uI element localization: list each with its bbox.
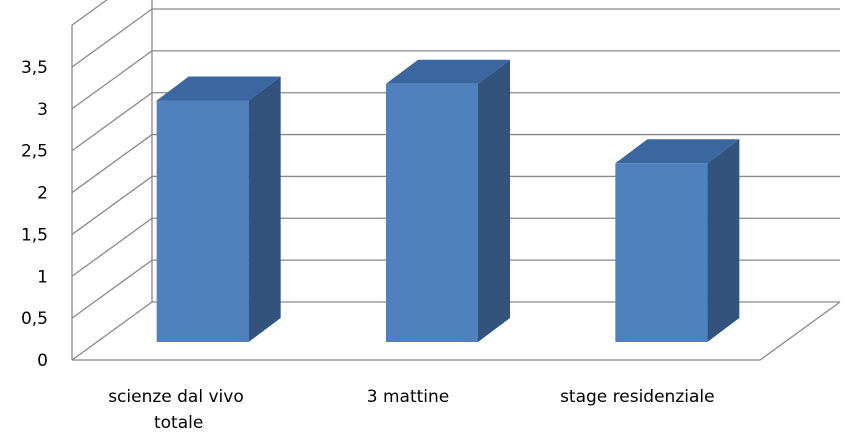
gridline xyxy=(71,0,108,26)
y-tick-label: 1 xyxy=(37,267,48,287)
bar xyxy=(156,76,281,342)
gridline xyxy=(71,8,840,68)
x-category-label-line: stage residenziale xyxy=(560,387,715,407)
bar xyxy=(386,59,510,342)
x-category-label: stage residenziale xyxy=(560,387,715,407)
x-category-label-line: totale xyxy=(154,413,203,433)
bar-front xyxy=(156,100,249,342)
y-tick-label: 2 xyxy=(37,184,48,204)
y-tick-label: 3,5 xyxy=(21,58,48,78)
chart-walls xyxy=(71,0,841,361)
y-tick-label: 2,5 xyxy=(21,142,48,162)
floor-edge xyxy=(72,301,841,361)
bar-front xyxy=(615,163,708,342)
bar-top xyxy=(156,76,281,101)
x-axis: scienze dal vivo totale 3 mattine stage … xyxy=(108,387,714,433)
x-category-label: 3 mattine xyxy=(367,387,450,407)
bar-top xyxy=(386,59,510,84)
bar xyxy=(615,139,740,342)
bars xyxy=(156,59,740,342)
bar-front xyxy=(386,83,478,342)
y-axis: 0 0,5 1 1,5 2 2,5 3 3,5 xyxy=(21,58,48,371)
x-category-label-line: 3 mattine xyxy=(367,387,450,407)
x-category-label: scienze dal vivo totale xyxy=(108,387,249,433)
y-tick-label: 3 xyxy=(37,100,48,120)
bar-side xyxy=(248,76,281,342)
y-tick-label: 0 xyxy=(37,351,48,371)
x-category-label-line: scienze dal vivo xyxy=(108,387,244,407)
bar-top xyxy=(615,139,740,164)
y-tick-label: 0,5 xyxy=(21,309,48,329)
bar-side xyxy=(707,139,740,342)
y-tick-label: 1,5 xyxy=(21,225,48,245)
bar-side xyxy=(478,59,510,342)
